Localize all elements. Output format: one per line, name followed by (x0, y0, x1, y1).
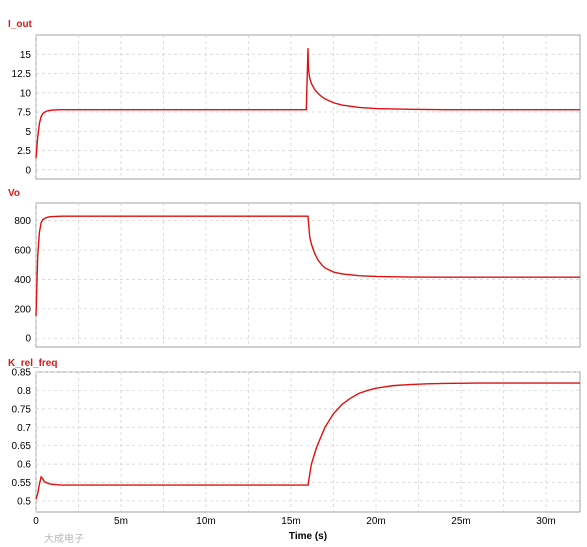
x-tick-label: 10m (196, 516, 215, 527)
chart-panel-0: 0 2.5 5 7.5 10 12.5 15 I_out (8, 19, 581, 180)
series-line (35, 215, 580, 317)
y-tick-label: 2.5 (17, 146, 31, 157)
y-tick-label: 0.5 (17, 496, 31, 507)
y-tick-label: 200 (14, 304, 31, 315)
y-tick-label: 800 (14, 216, 31, 227)
x-tick-label: 15m (281, 516, 300, 527)
y-tick-label: 600 (14, 246, 31, 257)
y-tick-label: 0 (25, 165, 31, 176)
plot-area (35, 371, 581, 513)
y-tick-label: 5 (25, 127, 31, 138)
x-tick-label: 30m (536, 516, 555, 527)
y-tick-label: 0.85 (12, 368, 32, 379)
y-tick-label: 0.55 (12, 478, 32, 489)
y-tick-label: 7.5 (17, 108, 31, 119)
x-tick-label: 25m (451, 516, 470, 527)
y-tick-label: 0.6 (17, 460, 31, 471)
x-tick-label: 20m (366, 516, 385, 527)
watermark-text: 大成电子 (44, 532, 84, 545)
x-axis-title: Time (s) (289, 531, 327, 542)
panel-title: K_rel_freq (8, 358, 57, 369)
y-tick-label: 0 (25, 334, 31, 345)
y-tick-label: 0.7 (17, 423, 31, 434)
chart-panel-1: 0 200 400 600 800 Vo (8, 188, 581, 348)
chart-panel-2: 0.5 0.55 0.6 0.65 0.7 0.75 0.8 0.85K_rel_freq 0 5… (8, 358, 581, 542)
panel-title: Vo (8, 188, 20, 199)
x-tick-label: 0 (33, 516, 39, 527)
y-tick-label: 15 (20, 50, 32, 61)
x-tick-label: 5m (114, 516, 128, 527)
series-line (35, 382, 580, 500)
panel-title: I_out (8, 19, 33, 30)
y-tick-label: 0.75 (12, 404, 32, 415)
y-tick-label: 0.65 (12, 441, 32, 452)
plot-area (35, 202, 581, 348)
y-tick-label: 400 (14, 275, 31, 286)
y-tick-label: 12.5 (12, 69, 32, 80)
y-tick-label: 0.8 (17, 386, 31, 397)
y-tick-label: 10 (20, 88, 32, 99)
series-line (35, 48, 580, 159)
